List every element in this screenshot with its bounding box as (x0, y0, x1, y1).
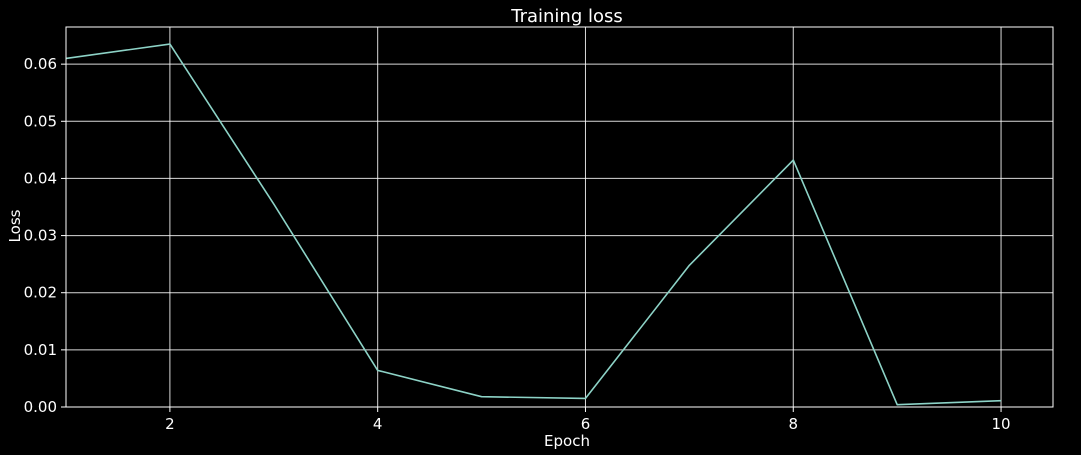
x-axis-label: Epoch (544, 432, 590, 450)
y-tick-label: 0.03 (24, 227, 57, 245)
series-line (65, 43, 1002, 406)
x-tick-label: 2 (165, 415, 175, 433)
x-tick-label: 4 (373, 415, 383, 433)
y-tick-label: 0.01 (24, 341, 57, 359)
x-tick-label: 10 (992, 415, 1011, 433)
ticks: 2 4 6 8 10 0.00 0.01 0.02 0.03 0.04 0.05 0.06 (24, 55, 1011, 433)
plot-frame (65, 26, 1054, 408)
y-tick-label: 0.05 (24, 112, 57, 130)
y-tick-label: 0.02 (24, 284, 57, 302)
axes (65, 26, 1054, 408)
x-tick-label: 6 (581, 415, 591, 433)
y-axis-label: Loss (6, 209, 24, 242)
y-tick-label: 0.00 (24, 398, 57, 416)
chart-title: Training loss (510, 6, 623, 27)
x-tick-label: 8 (788, 415, 798, 433)
y-tick-label: 0.04 (24, 169, 57, 187)
y-tick-label: 0.06 (24, 55, 57, 73)
